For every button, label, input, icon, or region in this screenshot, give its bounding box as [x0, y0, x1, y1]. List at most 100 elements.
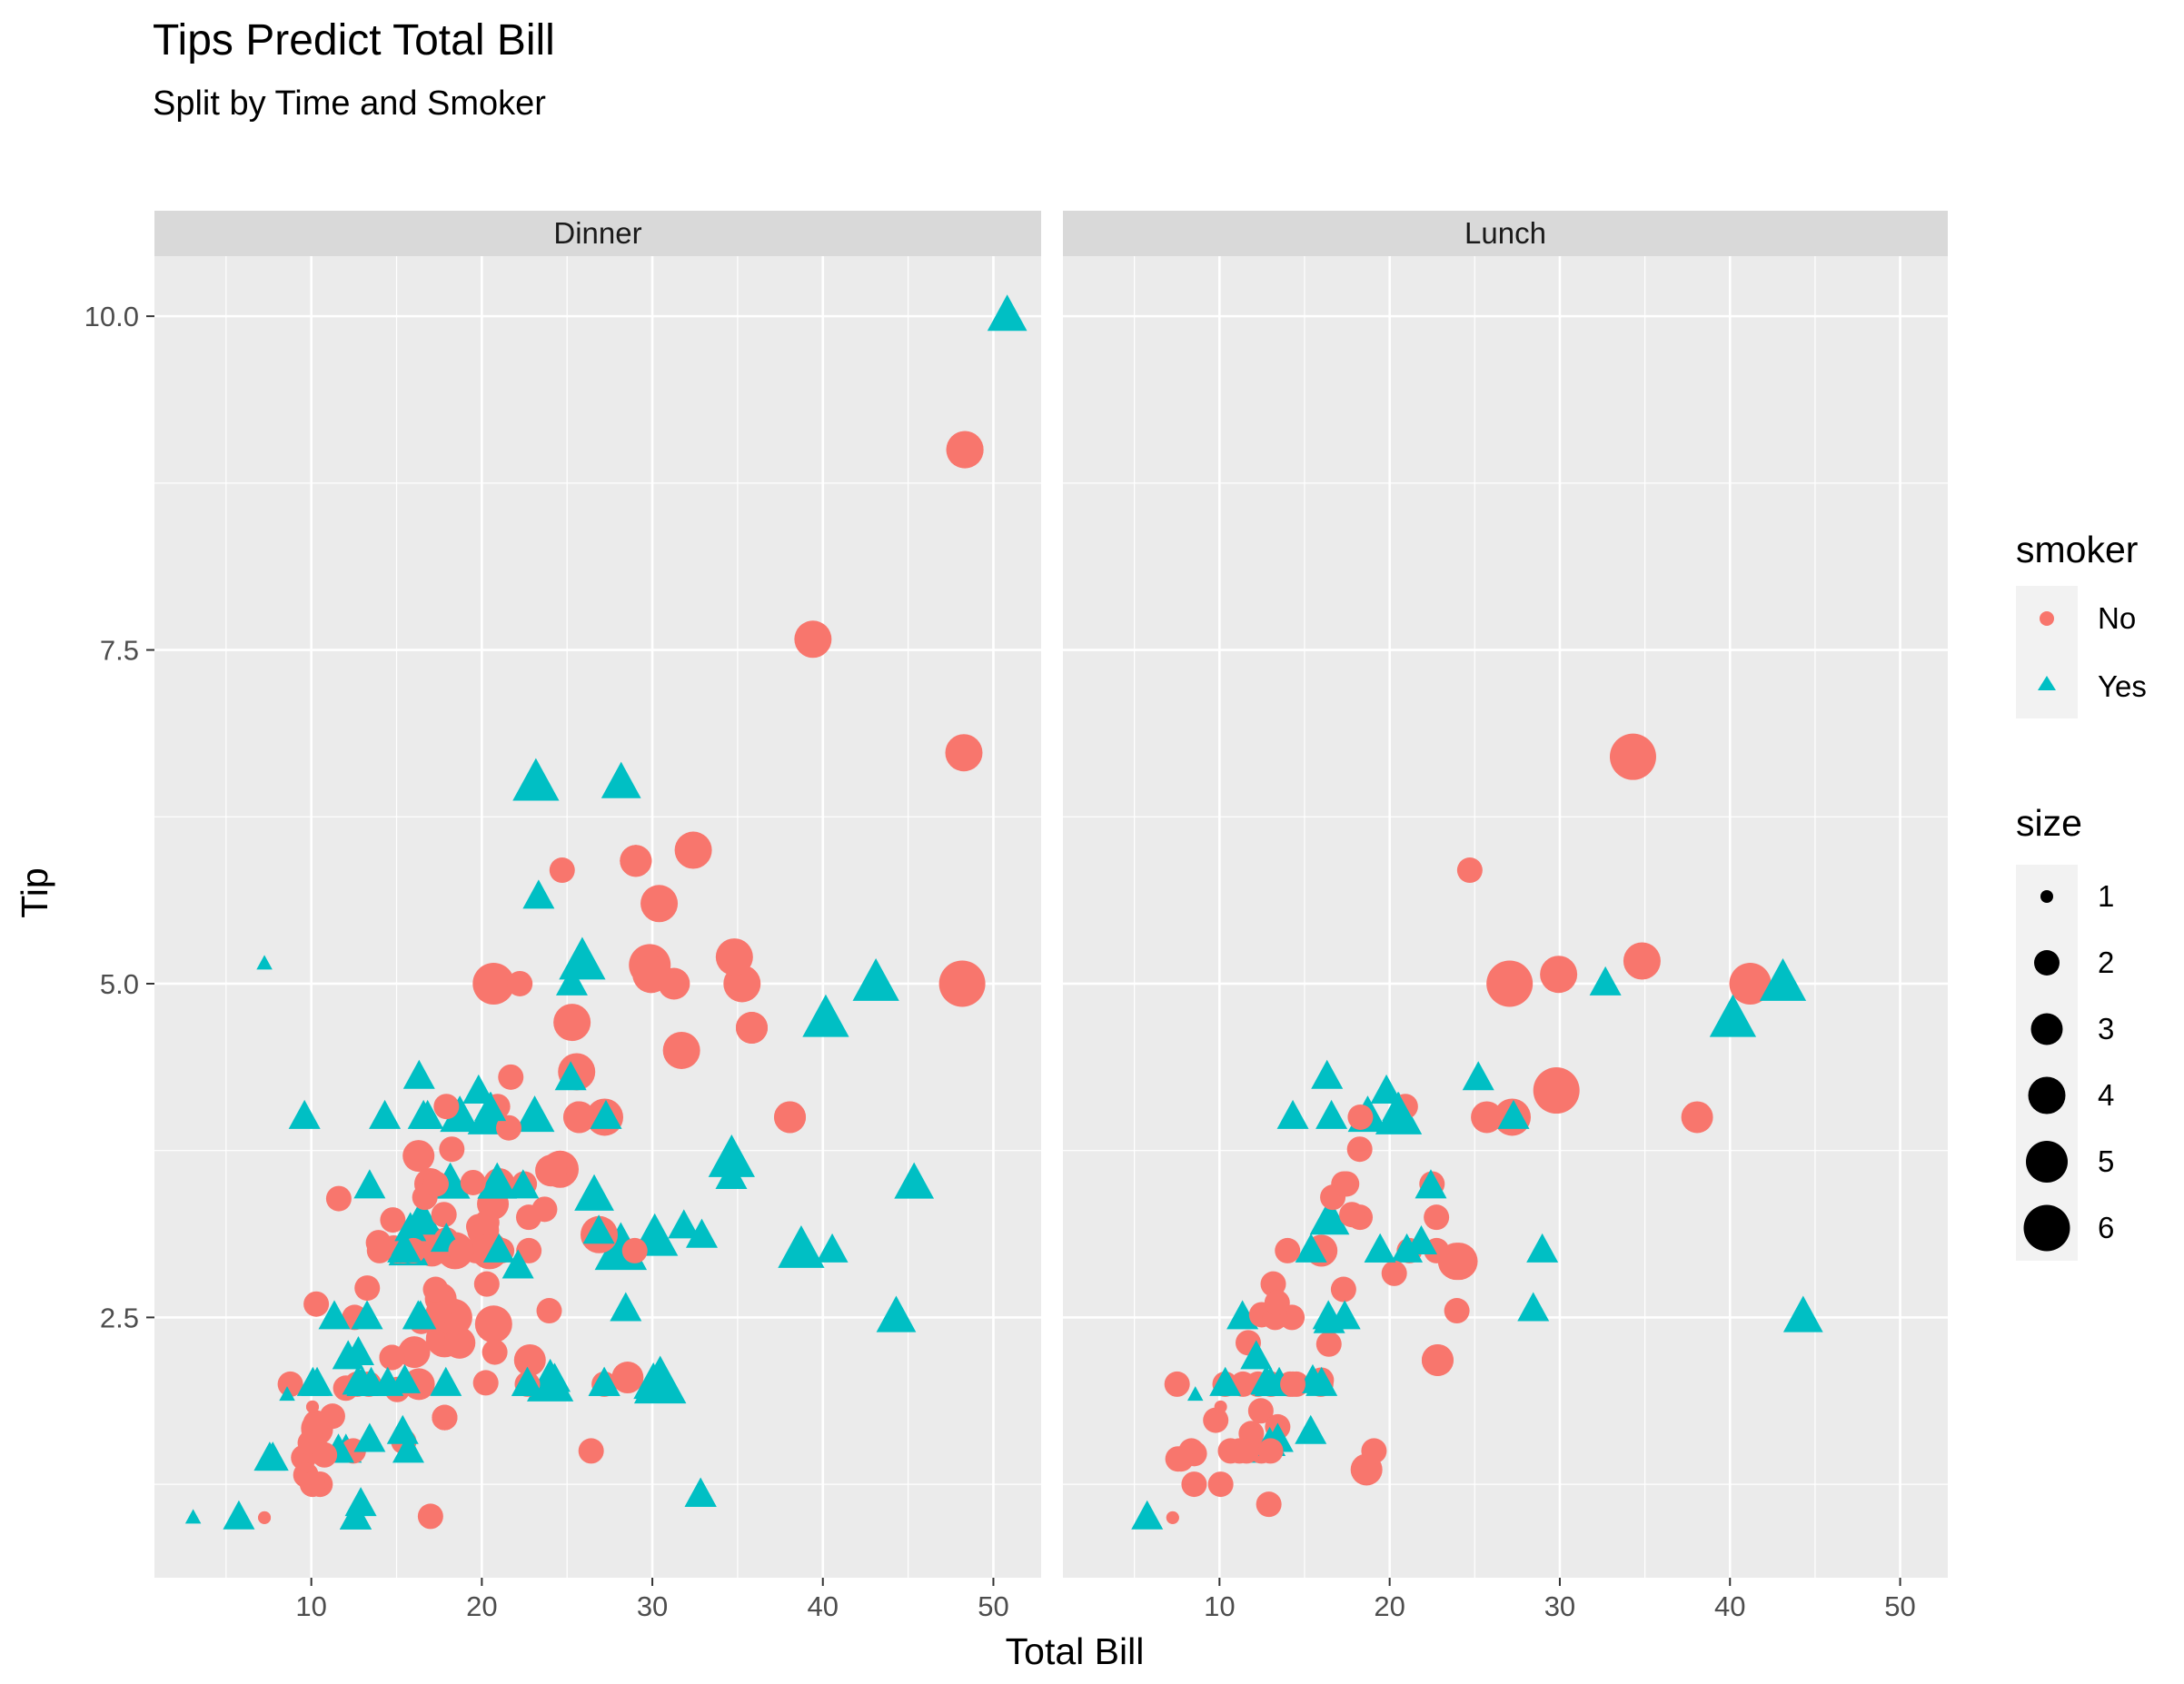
point-nonsmoker	[536, 1298, 562, 1324]
point-smoker	[554, 1061, 587, 1091]
point-nonsmoker	[1264, 1290, 1290, 1316]
point-nonsmoker	[658, 967, 690, 1000]
legend-label-no: No	[2098, 601, 2136, 635]
point-nonsmoker	[1609, 733, 1656, 780]
point-nonsmoker	[448, 1237, 474, 1263]
point-nonsmoker	[1234, 1438, 1260, 1464]
y-tick-label: 2.5	[100, 1302, 139, 1333]
x-tick-label: 20	[466, 1590, 497, 1622]
point-smoker	[778, 1224, 825, 1268]
x-tick-label: 50	[978, 1590, 1008, 1622]
legend-size-label-4: 4	[2098, 1078, 2114, 1112]
point-nonsmoker	[774, 1101, 807, 1134]
point-nonsmoker	[513, 1343, 546, 1376]
point-nonsmoker	[422, 1171, 449, 1197]
legend-size-label-3: 3	[2098, 1012, 2114, 1045]
point-smoker	[501, 1249, 534, 1279]
point-smoker	[1276, 1099, 1309, 1129]
x-tick-label: 40	[808, 1590, 839, 1622]
point-smoker	[318, 1300, 351, 1330]
point-smoker	[1209, 1366, 1242, 1396]
point-smoker	[389, 1233, 422, 1263]
point-nonsmoker	[299, 1471, 325, 1498]
point-nonsmoker	[1533, 1067, 1580, 1114]
facet-lunch: Lunch 10 20 30 40 50	[1063, 211, 1948, 1622]
point-nonsmoker	[1339, 1202, 1365, 1228]
point-smoker	[1517, 1292, 1550, 1322]
point-nonsmoker	[620, 845, 652, 877]
facet-strip-label: Dinner	[553, 216, 641, 250]
point-nonsmoker	[277, 1371, 303, 1397]
point-smoker	[1709, 994, 1757, 1037]
point-smoker	[369, 1099, 402, 1129]
point-smoker	[1589, 966, 1622, 996]
point-smoker	[1497, 1099, 1530, 1129]
point-smoker	[353, 1169, 386, 1199]
point-nonsmoker	[1540, 956, 1578, 994]
point-smoker	[1370, 1074, 1403, 1104]
point-smoker	[1309, 1198, 1350, 1235]
point-nonsmoker	[1681, 1101, 1713, 1134]
point-nonsmoker	[432, 1404, 458, 1431]
facet-strip	[1063, 211, 1948, 256]
legend-size-label-6: 6	[2098, 1211, 2114, 1244]
point-smoker	[1759, 958, 1807, 1001]
point-nonsmoker	[496, 1114, 522, 1141]
legend-size-key-4	[2028, 1076, 2066, 1114]
legend-size-key-1	[2040, 890, 2053, 903]
point-smoker	[1131, 1500, 1164, 1530]
point-smoker	[402, 1059, 435, 1089]
point-smoker	[684, 1477, 717, 1507]
legend: smoker No Yes size 1 2 3 4 5 6	[2016, 529, 2147, 1261]
point-smoker	[1311, 1059, 1344, 1089]
point-smoker	[507, 1169, 540, 1199]
point-nonsmoker	[715, 938, 753, 976]
point-smoker	[590, 1099, 622, 1129]
point-nonsmoker	[1421, 1343, 1454, 1376]
point-smoker	[339, 1500, 372, 1530]
point-smoker	[987, 294, 1027, 332]
point-nonsmoker	[515, 1204, 541, 1231]
point-smoker	[514, 1095, 555, 1133]
point-nonsmoker	[312, 1441, 338, 1468]
point-nonsmoker	[1203, 1407, 1229, 1433]
point-nonsmoker	[474, 1305, 512, 1343]
point-nonsmoker	[946, 431, 984, 469]
point-smoker	[256, 1441, 289, 1471]
point-nonsmoker	[472, 1370, 499, 1396]
facet-strip	[154, 211, 1041, 256]
point-smoker	[279, 1386, 295, 1402]
point-nonsmoker	[1361, 1438, 1387, 1464]
point-smoker	[1405, 1225, 1437, 1255]
legend-key-no	[2040, 611, 2054, 626]
point-smoker	[1364, 1233, 1396, 1263]
point-nonsmoker	[640, 885, 679, 923]
x-tick-label: 30	[637, 1590, 668, 1622]
point-smoker	[477, 1162, 518, 1199]
point-smoker	[296, 1366, 329, 1396]
point-nonsmoker	[1164, 1371, 1190, 1397]
point-smoker	[351, 1300, 383, 1330]
point-smoker	[522, 879, 555, 909]
point-nonsmoker	[1256, 1491, 1282, 1518]
point-smoker	[852, 958, 899, 1001]
point-nonsmoker	[431, 1202, 457, 1228]
point-smoker	[1255, 1366, 1287, 1396]
point-smoker	[1240, 1340, 1273, 1370]
legend-size-label-1: 1	[2098, 879, 2114, 913]
point-smoker	[1526, 1233, 1559, 1263]
point-nonsmoker	[1471, 1101, 1504, 1134]
point-nonsmoker	[938, 960, 986, 1007]
facet-panels: Dinner 10 20 30 40 50 2.5 5.0 7.5 10.0 Lunch 10 20 30…	[84, 211, 1948, 1622]
point-smoker	[462, 1074, 495, 1104]
chart-title: Tips Predict Total Bill	[153, 16, 555, 64]
point-smoker	[1226, 1300, 1259, 1330]
point-nonsmoker	[354, 1275, 381, 1302]
point-smoker	[555, 966, 588, 996]
point-nonsmoker	[433, 1094, 460, 1120]
point-smoker	[1313, 1303, 1345, 1333]
point-nonsmoker	[473, 1271, 500, 1297]
point-smoker	[610, 1292, 642, 1322]
panel-background	[1063, 256, 1948, 1578]
point-nonsmoker	[498, 1064, 524, 1090]
